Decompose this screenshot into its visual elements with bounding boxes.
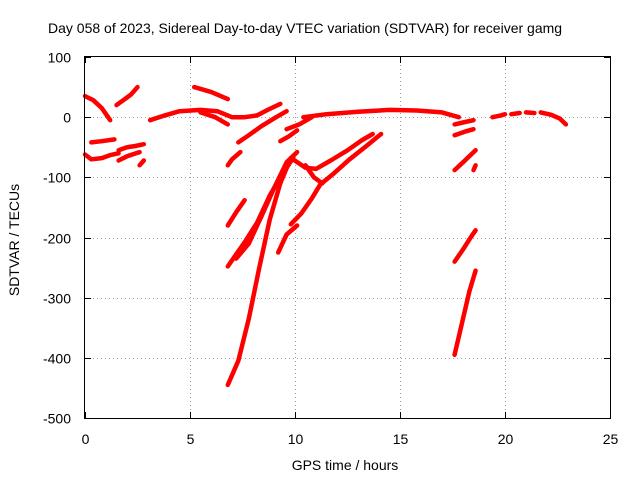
data-arc-arc-25 — [452, 117, 476, 127]
data-arc-arc-19 — [278, 128, 300, 144]
data-arc-arc-09 — [191, 84, 231, 102]
y-tick-label: -100 — [43, 170, 71, 186]
x-tick-label: 20 — [498, 431, 514, 447]
data-arc-arc-28 — [452, 228, 478, 264]
data-arc-arc-01 — [82, 93, 113, 123]
data-arc-arc-30 — [471, 163, 478, 173]
data-arc-arc-32 — [509, 110, 522, 117]
data-arc-arc-26 — [452, 126, 476, 138]
x-tick-label: 5 — [187, 431, 195, 447]
y-tick-label: -500 — [43, 411, 71, 427]
y-tick-label: 100 — [48, 50, 72, 66]
data-arc-arc-23 — [303, 163, 325, 186]
data-arc-arc-31 — [490, 111, 508, 120]
data-arc-arc-21 — [288, 131, 384, 227]
data-arc-arc-17 — [225, 155, 294, 388]
data-arc-arc-10 — [198, 110, 231, 127]
data-arc-arc-07 — [137, 158, 147, 168]
x-tick-label: 15 — [393, 431, 409, 447]
x-tick-label: 25 — [603, 431, 619, 447]
data-arc-arc-14 — [225, 197, 247, 228]
y-tick-labels: -500 -400 -300 -200 -100 0 100 — [43, 50, 71, 427]
data-arc-arc-27 — [452, 148, 478, 173]
data-arc-arc-33 — [523, 110, 537, 116]
data-arc-arc-13 — [236, 108, 289, 145]
data-arc-arc-04 — [114, 84, 140, 108]
data-arc-arc-24 — [301, 107, 462, 120]
data-arc-arc-08 — [147, 107, 235, 123]
x-tick-label: 10 — [288, 431, 304, 447]
y-tick-label: 0 — [63, 110, 71, 126]
axis-ticks — [85, 57, 611, 419]
data-arc-arc-05 — [116, 141, 147, 153]
y-tick-label: -300 — [43, 291, 71, 307]
data-arc-arc-11 — [229, 101, 283, 120]
x-tick-labels: 0 5 10 15 20 25 — [82, 431, 619, 447]
y-tick-label: -400 — [43, 351, 71, 367]
x-tick-label: 0 — [82, 431, 90, 447]
data-arc-arc-12 — [225, 149, 243, 168]
data-arc-arc-02 — [82, 151, 121, 162]
data-arc-arc-03 — [89, 137, 117, 145]
data-series-layer — [82, 84, 569, 388]
data-arc-arc-34 — [538, 110, 569, 127]
x-axis-label: GPS time / hours — [292, 457, 399, 473]
data-arc-arc-18 — [284, 114, 315, 132]
chart-title: Day 058 of 2023, Sidereal Day-to-day VTE… — [48, 20, 562, 36]
data-arc-arc-20 — [275, 223, 300, 255]
plot-frame — [84, 56, 611, 419]
y-tick-label: -200 — [43, 231, 71, 247]
grid-lines — [85, 57, 610, 418]
data-arc-arc-06 — [116, 149, 142, 163]
data-arc-arc-29 — [452, 268, 478, 358]
y-axis-label: SDTVAR / TECUs — [6, 184, 22, 296]
